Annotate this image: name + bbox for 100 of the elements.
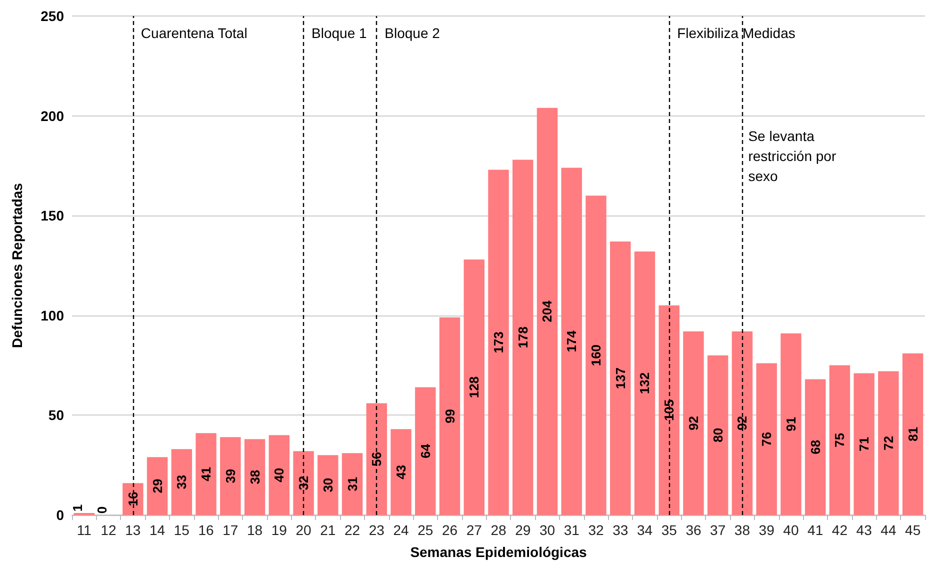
y-tick-label: 150 (40, 208, 64, 224)
bar (756, 363, 777, 515)
ref-line-label: Se levanta restricción por sexo (748, 128, 840, 184)
data-label: 71 (856, 436, 872, 452)
data-label: 128 (466, 376, 482, 398)
x-tick-label: 25 (418, 522, 434, 538)
bar (439, 317, 460, 515)
bar (390, 429, 412, 515)
data-label: 81 (905, 426, 920, 442)
bar (146, 457, 168, 515)
bar (707, 355, 728, 515)
bar (536, 108, 558, 515)
y-tick-label: 200 (40, 108, 64, 124)
x-tick-label: 45 (905, 522, 921, 538)
data-label: 173 (491, 331, 506, 354)
data-label: 174 (564, 330, 580, 352)
data-label: 178 (515, 326, 530, 348)
x-tick-label: 37 (710, 522, 726, 538)
data-label: 43 (394, 464, 409, 480)
x-tick-label: 18 (246, 522, 263, 538)
bar (293, 451, 314, 515)
x-tick-label: 17 (222, 522, 238, 538)
data-label: 1 (70, 504, 86, 512)
bar (902, 353, 924, 515)
bar (342, 453, 363, 515)
y-axis-title: Defunciones Reportadas (9, 182, 25, 348)
x-tick-label: 11 (76, 522, 92, 538)
x-tick-label: 40 (783, 522, 799, 538)
data-label: 80 (710, 428, 726, 442)
data-label: 38 (247, 470, 262, 484)
x-tick-label: 43 (856, 522, 872, 538)
data-label: 132 (637, 372, 652, 394)
y-tick-label: 250 (40, 8, 64, 24)
y-tick-label: 100 (40, 307, 64, 324)
data-label: 137 (612, 367, 628, 390)
bar (464, 260, 484, 515)
data-label: 99 (442, 408, 458, 424)
x-tick-label: 39 (758, 522, 775, 538)
x-tick-label: 15 (174, 522, 190, 538)
ref-line-label: Flexibiliza Medidas (677, 25, 796, 41)
x-axis-title: Semanas Epidemiológicas (410, 544, 588, 560)
bar (318, 455, 338, 515)
x-tick-label: 38 (734, 522, 750, 538)
bar (171, 449, 192, 515)
data-label: 31 (344, 476, 360, 492)
x-tick-label: 44 (880, 522, 896, 538)
x-tick-label: 36 (686, 522, 702, 538)
x-tick-label: 27 (466, 522, 482, 538)
data-label: 72 (880, 436, 896, 450)
x-tick-label: 20 (296, 522, 312, 538)
bar (366, 403, 387, 515)
bar (780, 333, 802, 515)
x-tick-label: 30 (539, 522, 556, 538)
data-label: 64 (418, 443, 433, 458)
x-tick-label: 34 (636, 522, 653, 538)
x-tick-label: 35 (661, 522, 678, 538)
bar (512, 160, 534, 515)
data-label: 92 (686, 416, 701, 430)
data-label: 40 (272, 468, 287, 482)
x-tick-label: 16 (198, 522, 214, 538)
bar (658, 305, 680, 515)
bar (829, 365, 850, 515)
x-tick-label: 29 (515, 522, 531, 538)
data-label: 160 (588, 344, 604, 366)
x-tick-label: 32 (588, 522, 604, 538)
data-label: 75 (832, 432, 848, 448)
x-tick-label: 42 (832, 522, 848, 538)
data-label: 204 (540, 300, 555, 322)
bar (732, 331, 753, 515)
x-tick-label: 33 (612, 522, 628, 538)
data-label: 91 (783, 416, 798, 432)
x-tick-label: 41 (808, 522, 824, 538)
data-label: 39 (222, 468, 238, 484)
y-tick-label: 50 (48, 407, 64, 424)
bar (488, 170, 509, 515)
bar (196, 433, 216, 515)
bar (220, 437, 241, 515)
bar (561, 168, 582, 515)
ref-line-label: Bloque 1 (312, 25, 368, 41)
ref-line-label: Cuarentena Total (140, 25, 248, 41)
data-label: 68 (808, 440, 823, 454)
data-label: 30 (320, 478, 336, 492)
data-label: 0 (94, 506, 110, 514)
x-tick-label: 23 (368, 522, 385, 538)
x-tick-label: 26 (442, 522, 458, 538)
bar (878, 371, 899, 515)
x-tick-label: 24 (393, 522, 410, 538)
x-tick-label: 22 (344, 522, 360, 538)
bar (804, 379, 826, 515)
bar (610, 242, 631, 515)
x-tick-label: 31 (564, 522, 580, 538)
bar (244, 439, 266, 515)
x-tick-label: 12 (100, 522, 117, 538)
data-label: 41 (198, 466, 214, 482)
data-label: 29 (150, 478, 165, 494)
x-tick-label: 13 (125, 522, 141, 538)
x-tick-label: 19 (271, 522, 288, 538)
x-tick-label: 21 (320, 522, 336, 538)
bar (683, 331, 704, 515)
bar (268, 435, 290, 515)
